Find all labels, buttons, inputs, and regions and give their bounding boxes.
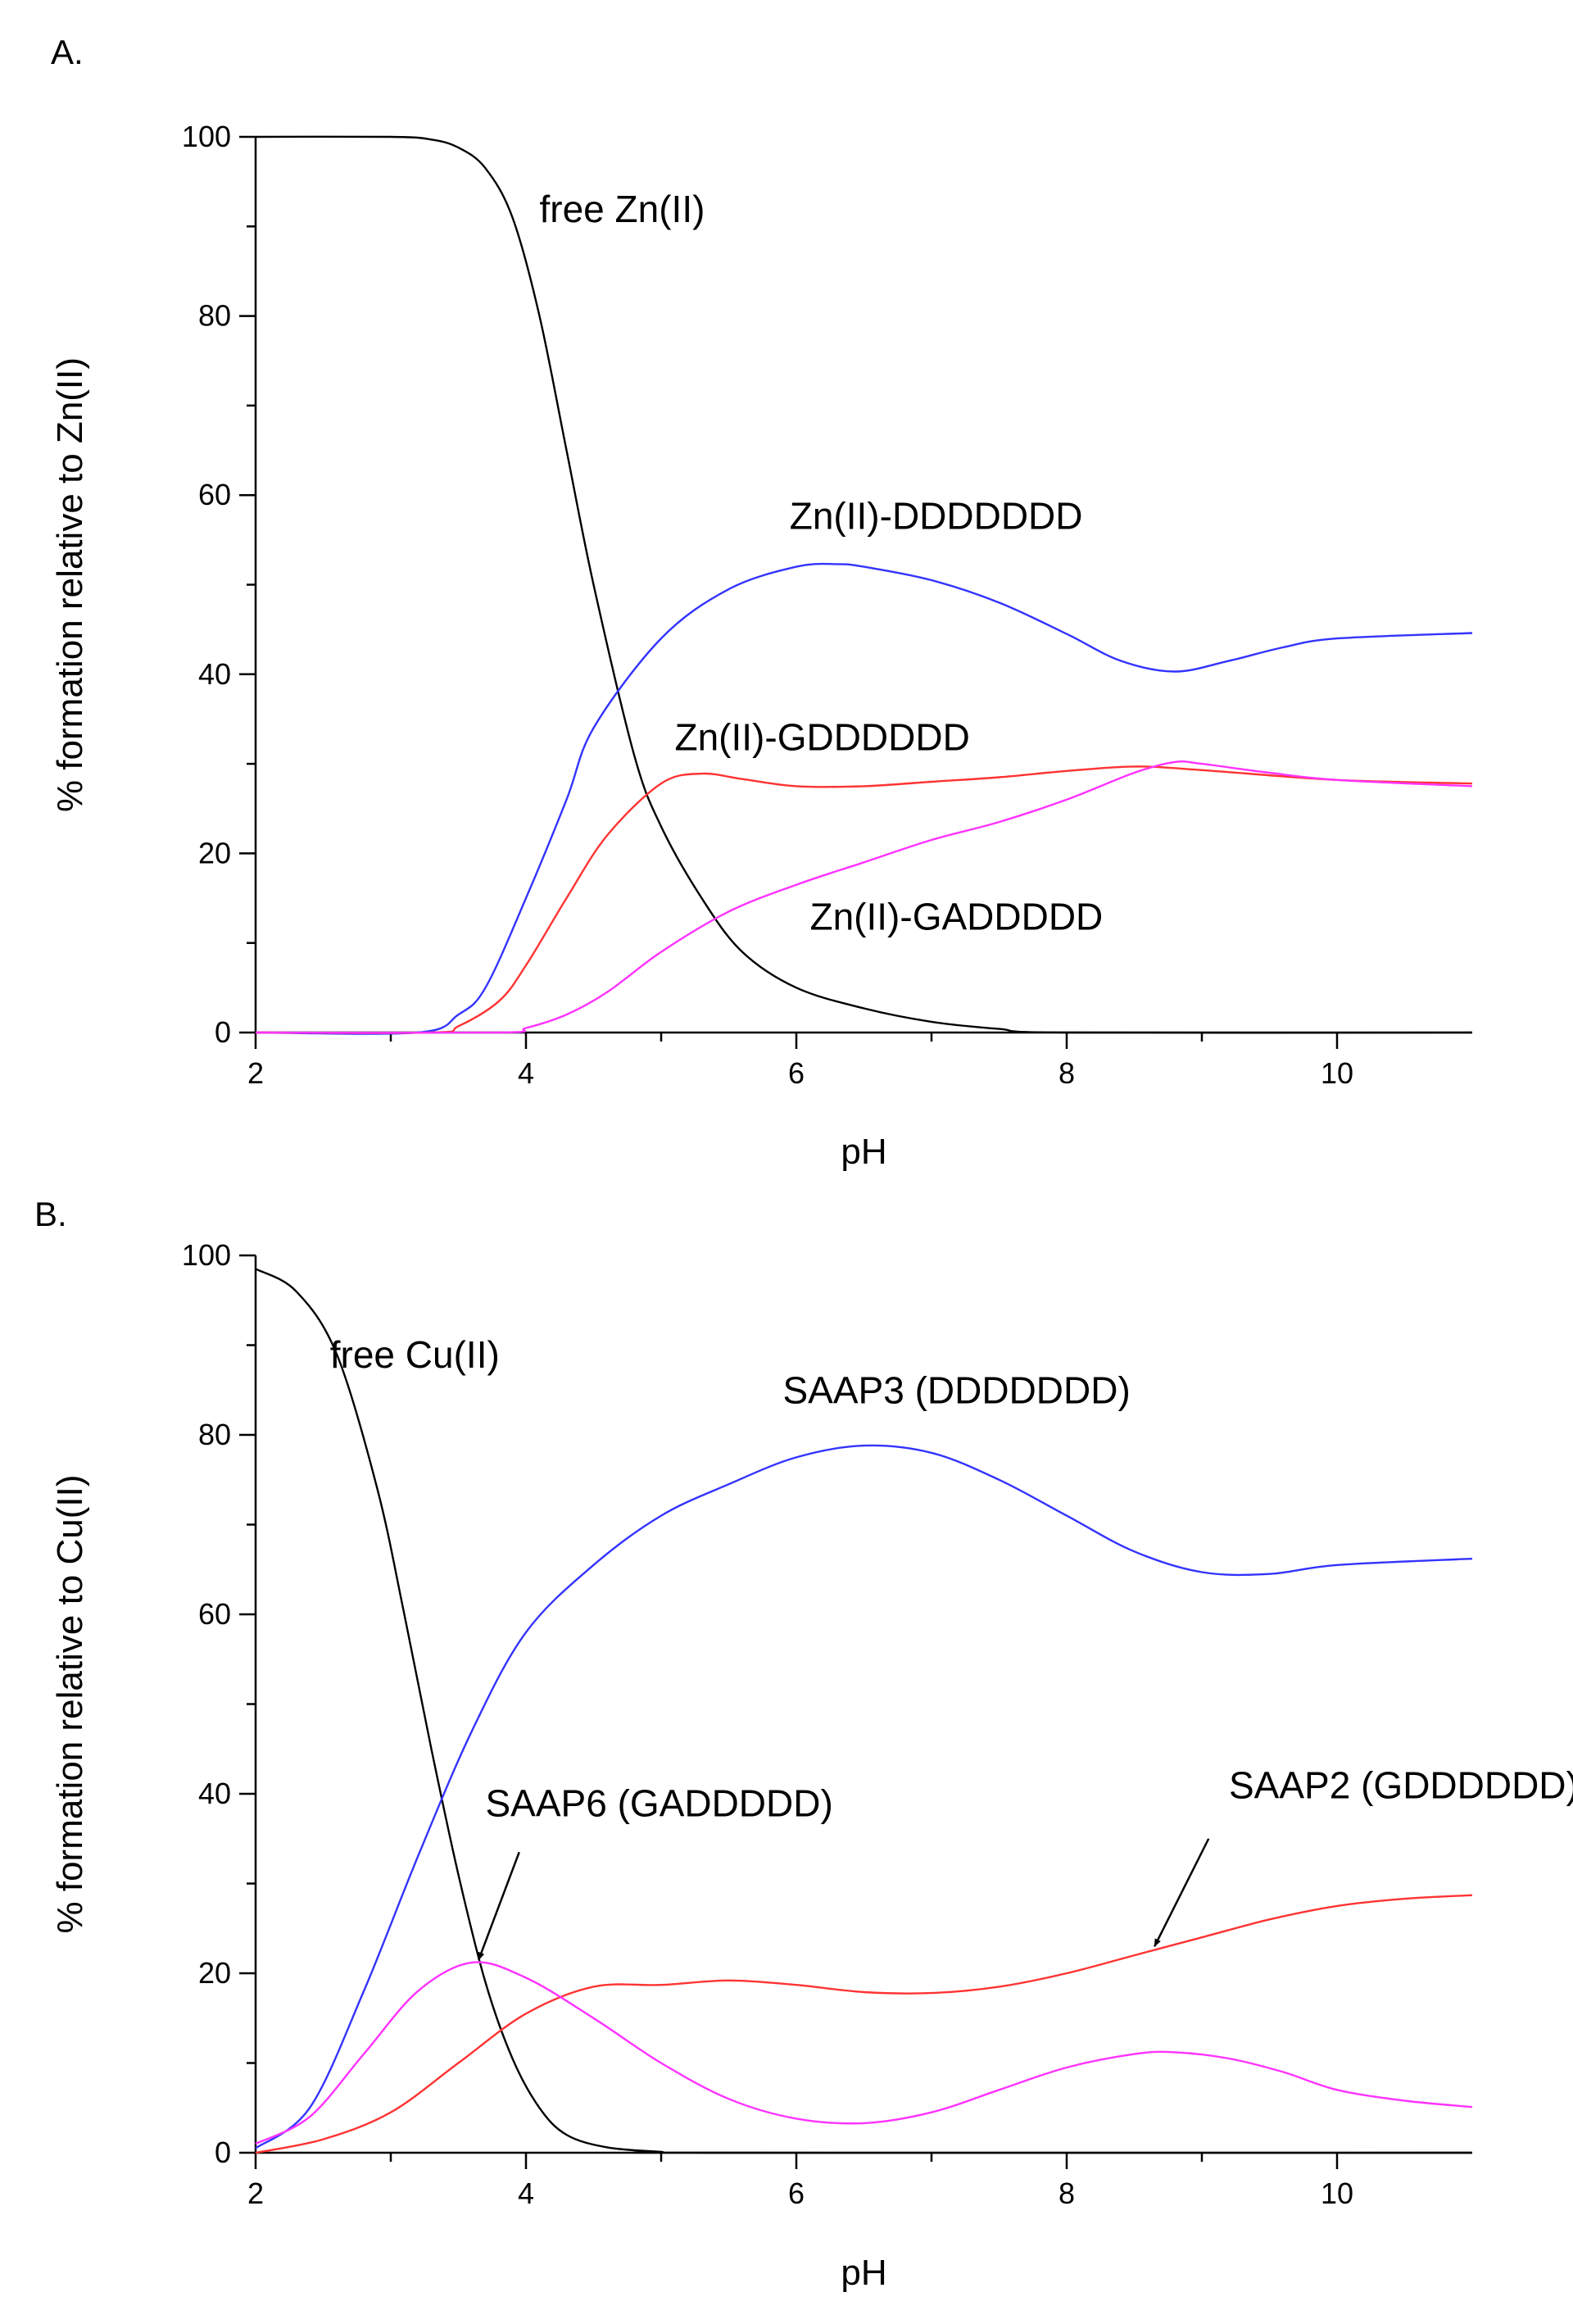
panel-b-series-label: SAAP3 (DDDDDDD): [783, 1369, 1131, 1412]
panel-b-series-label: SAAP6 (GADDDDD): [486, 1782, 833, 1824]
panel-b-y-tick-label: 80: [198, 1418, 231, 1451]
panel-a-y-tick-label: 80: [198, 299, 231, 333]
panel-b-x-tick-label: 10: [1321, 2176, 1353, 2210]
panel-a-red-line: [255, 765, 1473, 1034]
panel-b-y-tick-label: 60: [198, 1597, 231, 1631]
panel-b-x-tick-label: 6: [788, 2176, 805, 2210]
panel-a-y-tick-label: 20: [198, 836, 231, 869]
panel-a-x-tick-label: 8: [1058, 1056, 1075, 1090]
panel-b-x-tick-label: 8: [1058, 2176, 1075, 2210]
panel-b-letter: B.: [34, 1195, 67, 1233]
panel-b-magenta-line: [255, 1961, 1473, 2145]
panel-b-y-tick-label: 100: [182, 1238, 231, 1272]
panel-a-x-axis-title: pH: [841, 1132, 886, 1172]
panel-b-pointer-arrow: [478, 1851, 520, 1961]
panel-a-x-tick-label: 10: [1321, 1056, 1353, 1090]
panel-a-series-label: Zn(II)-GDDDDDD: [675, 716, 970, 759]
panel-a-series-label: Zn(II)-GADDDDD: [810, 895, 1104, 937]
panel-b-y-tick-label: 20: [198, 1956, 231, 1990]
panel-a-axes: 0 20 40 60 80 100 2 4 6 8 10: [182, 120, 1472, 1090]
panel-a-x-tick-label: 4: [518, 1056, 534, 1090]
panel-b-x-tick-label: 4: [518, 2176, 534, 2210]
panel-a-magenta-line: [255, 760, 1473, 1034]
panel-a-y-axis-title: % formation relative to Zn(II): [50, 357, 90, 812]
panel-b-red-line: [255, 1894, 1473, 2154]
panel-b-pointer-arrow: [1154, 1838, 1210, 1948]
panel-b-y-axis-title: % formation relative to Cu(II): [50, 1475, 90, 1934]
panel-b-x-axis-title: pH: [841, 2253, 886, 2293]
panel-b-series-label: SAAP2 (GDDDDDD): [1229, 1763, 1573, 1806]
panel-a-letter: A.: [51, 33, 84, 71]
panel-a-y-tick-label: 40: [198, 657, 231, 691]
panel-b-blue-line: [255, 1444, 1473, 2149]
panel-b-chart: B. 0 20 40 60 80 100 2 4 6 8 10 pH % formation relat…: [34, 1195, 1573, 2293]
panel-b-series-label: free Cu(II): [330, 1333, 500, 1376]
panel-a-y-tick-label: 60: [198, 478, 231, 511]
panel-b-y-tick-label: 0: [215, 2136, 231, 2169]
panel-a-x-tick-label: 6: [788, 1056, 805, 1090]
panel-b-x-tick-label: 2: [247, 2176, 264, 2210]
panel-b-y-tick-label: 40: [198, 1777, 231, 1810]
panel-a-chart: A. 0 20 40 60 80 100 2 4 6 8 10 pH % formation relat…: [50, 33, 1473, 1172]
panel-a-black-line: [255, 135, 1473, 1034]
panel-a-x-tick-label: 2: [247, 1056, 264, 1090]
panel-a-blue-line: [255, 562, 1473, 1035]
panel-b-black-line: [255, 1268, 1473, 2154]
panel-a-y-tick-label: 0: [215, 1015, 231, 1049]
panel-a-series-label: Zn(II)-DDDDDDD: [790, 495, 1083, 538]
panel-a-y-tick-label: 100: [182, 120, 231, 153]
panel-a-series-label: free Zn(II): [540, 188, 705, 230]
